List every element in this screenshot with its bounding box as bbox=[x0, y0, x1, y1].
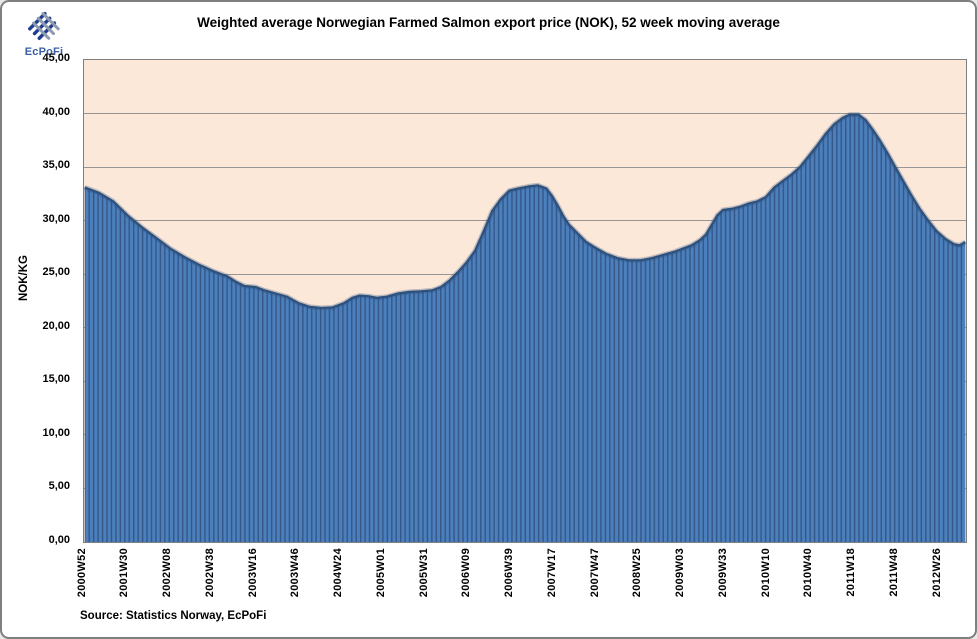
y-tick-label: 40,00 bbox=[42, 105, 70, 118]
ecpofi-logo: EcPoFi bbox=[18, 7, 70, 58]
x-tick-label: 2005W01 bbox=[374, 548, 387, 598]
x-tick-label: 2011W18 bbox=[845, 548, 858, 597]
x-tick-label: 2009W03 bbox=[674, 548, 687, 598]
x-tick-label: 2008W25 bbox=[631, 548, 644, 598]
gridline bbox=[84, 166, 966, 168]
ecpofi-woven-diamond-icon bbox=[28, 11, 60, 40]
y-tick-label: 10,00 bbox=[42, 426, 70, 439]
x-tick-label: 2000W52 bbox=[75, 548, 88, 598]
price-area-series bbox=[84, 112, 966, 542]
y-tick-label: 15,00 bbox=[42, 373, 70, 386]
x-tick-label: 2002W38 bbox=[203, 548, 216, 598]
x-tick-label: 2007W17 bbox=[545, 548, 558, 598]
x-tick-label: 2010W10 bbox=[759, 548, 772, 598]
y-tick-label: 20,00 bbox=[42, 319, 70, 332]
x-tick-label: 2009W33 bbox=[716, 548, 729, 598]
x-tick-label: 2006W09 bbox=[460, 548, 473, 598]
x-tick-label: 2011W48 bbox=[887, 548, 900, 597]
source-note: Source: Statistics Norway, EcPoFi bbox=[80, 610, 267, 622]
y-tick-label: 35,00 bbox=[42, 159, 70, 172]
y-tick-label: 45,00 bbox=[42, 52, 70, 64]
x-tick-label: 2006W39 bbox=[503, 548, 516, 598]
x-tick-label: 2001W30 bbox=[118, 548, 131, 598]
logo-text: EcPoFi bbox=[24, 46, 64, 58]
x-tick-label: 2010W40 bbox=[802, 548, 815, 598]
x-tick-label: 2012W26 bbox=[930, 548, 943, 598]
area-top-edge bbox=[84, 113, 966, 310]
x-tick-label: 2002W08 bbox=[161, 548, 174, 598]
x-tick-label: 2003W16 bbox=[246, 548, 259, 598]
gridline bbox=[84, 113, 966, 115]
area-fill bbox=[84, 114, 966, 542]
x-tick-label: 2005W31 bbox=[417, 548, 430, 598]
y-tick-label: 30,00 bbox=[42, 212, 70, 225]
chart-title: Weighted average Norwegian Farmed Salmon… bbox=[197, 15, 780, 30]
y-tick-label: 0,00 bbox=[48, 534, 70, 546]
y-tick-label: 25,00 bbox=[42, 266, 70, 279]
y-tick-label: 5,00 bbox=[48, 480, 70, 493]
x-tick-label: 2003W46 bbox=[289, 548, 302, 598]
plot-area bbox=[83, 59, 967, 543]
x-tick-label: 2004W24 bbox=[332, 548, 345, 598]
x-tick-label: 2007W47 bbox=[588, 548, 601, 598]
